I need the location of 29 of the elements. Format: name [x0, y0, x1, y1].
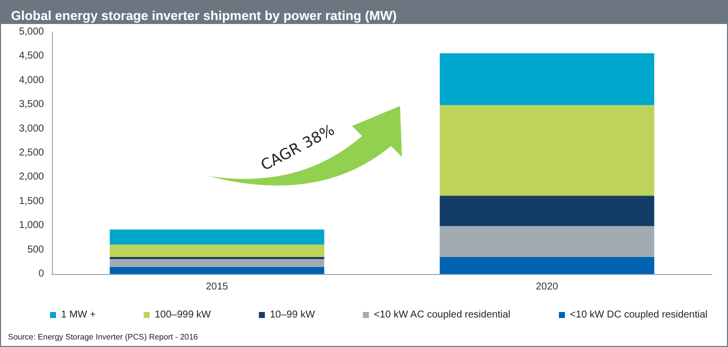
bar: [440, 226, 654, 258]
y-tick-label: 0: [38, 268, 44, 280]
bar: [110, 244, 324, 258]
bar: [440, 196, 654, 226]
legend-label: <10 kW AC coupled residential: [374, 310, 510, 320]
y-tick-label: 3,000: [18, 123, 44, 134]
bar: [110, 266, 324, 274]
bar: [440, 105, 654, 196]
chart-title: Global energy storage inverter shipment by power rating (MW): [11, 8, 397, 23]
x-tick-label: 2020: [536, 282, 559, 292]
bar: [440, 53, 654, 106]
y-tick-label: 4,500: [18, 50, 44, 62]
bar: [110, 258, 324, 267]
bar: [110, 229, 324, 244]
y-tick-label: 2,500: [18, 148, 44, 158]
source-note: Source: Energy Storage Inverter (PCS) Report - 2016: [8, 332, 198, 342]
y-tick-label: 2,000: [18, 172, 44, 183]
y-tick-label: 3,500: [18, 99, 44, 110]
y-tick-label: 4,000: [18, 74, 44, 86]
y-tick-label: 1,000: [18, 220, 44, 232]
legend-label: <10 kW DC coupled residential: [570, 310, 708, 320]
y-tick-label: 500: [27, 244, 44, 256]
legend-label: 1 MW +: [61, 310, 96, 320]
y-tick-label: 1,500: [18, 196, 44, 207]
bar: [440, 257, 654, 274]
y-tick-label: 5,000: [18, 26, 44, 38]
x-tick-label: 2015: [206, 282, 229, 292]
legend-label: 100–999 kW: [154, 310, 212, 320]
legend-label: 10–99 kW: [270, 310, 316, 320]
